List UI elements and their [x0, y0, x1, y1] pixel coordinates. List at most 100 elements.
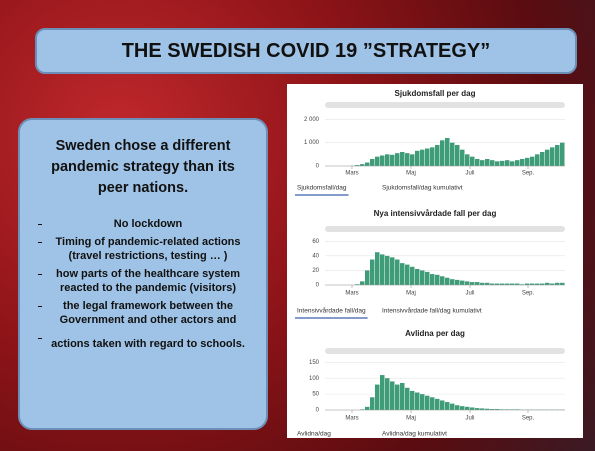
- bar: [450, 404, 455, 410]
- bar: [400, 152, 405, 166]
- bar: [415, 151, 420, 166]
- bar: [405, 388, 410, 410]
- bar: [375, 157, 380, 166]
- bar: [475, 159, 480, 166]
- bar: [470, 407, 475, 410]
- bar: [435, 275, 440, 285]
- bar: [465, 154, 470, 166]
- bar: [385, 256, 390, 285]
- bar: [390, 257, 395, 285]
- bar: [395, 260, 400, 286]
- bar: [545, 283, 550, 285]
- bar: [365, 270, 370, 285]
- bar: [380, 375, 385, 410]
- y-tick-label: 50: [312, 392, 319, 398]
- bar: [395, 385, 400, 410]
- bar: [370, 260, 375, 286]
- bar: [535, 154, 540, 166]
- tab[interactable]: Intensivvårdade fall/dag kumulativt: [382, 307, 482, 315]
- bar: [415, 393, 420, 410]
- x-tick-label: Sep.: [522, 171, 535, 177]
- bullet: actions taken with regard to schools.: [44, 331, 252, 357]
- y-tick-label: 150: [309, 360, 320, 366]
- bar: [430, 147, 435, 166]
- bar: [460, 150, 465, 166]
- bar: [515, 160, 520, 166]
- bar: [465, 407, 470, 410]
- bar: [520, 159, 525, 166]
- bar: [495, 161, 500, 166]
- chart-title: Sjukdomsfall per dag: [395, 89, 476, 98]
- bar: [405, 153, 410, 166]
- bar: [455, 405, 460, 410]
- bar: [410, 154, 415, 166]
- bar: [470, 157, 475, 166]
- bar: [460, 406, 465, 410]
- bar: [500, 161, 505, 166]
- bar: [485, 159, 490, 166]
- y-tick-label: 1 000: [304, 140, 320, 146]
- bar: [540, 152, 545, 166]
- bar: [415, 269, 420, 285]
- bar: [560, 283, 565, 285]
- bullet: how parts of the healthcare system react…: [44, 267, 252, 295]
- bar: [545, 150, 550, 166]
- bar: [385, 378, 390, 410]
- chart-title: Nya intensivvårdade fall per dag: [374, 209, 497, 218]
- bar: [390, 155, 395, 166]
- bar: [530, 157, 535, 166]
- bar: [420, 394, 425, 410]
- tab[interactable]: Sjukdomsfall/dag kumulativt: [382, 185, 463, 192]
- bar: [525, 158, 530, 166]
- range-slider: [325, 226, 565, 232]
- bar: [410, 391, 415, 410]
- bullet: the legal framework between the Governme…: [44, 299, 252, 327]
- x-tick-label: Juli: [465, 171, 474, 177]
- slide: THE SWEDISH COVID 19 ”STRATEGY” Sweden c…: [0, 0, 595, 451]
- bar: [380, 156, 385, 167]
- bar: [370, 159, 375, 166]
- bar: [400, 263, 405, 285]
- tab[interactable]: Avlidna/dag: [297, 431, 331, 438]
- y-tick-label: 2 000: [304, 117, 320, 123]
- x-tick-label: Sep.: [522, 291, 535, 297]
- bar: [380, 254, 385, 285]
- bar: [440, 140, 445, 166]
- bar: [430, 274, 435, 285]
- x-tick-label: Maj: [406, 171, 416, 177]
- bar: [365, 163, 370, 167]
- x-tick-label: Sep.: [522, 416, 535, 422]
- bar: [450, 143, 455, 166]
- bar: [555, 145, 560, 166]
- tab[interactable]: Avlidna/dag kumulativt: [382, 431, 447, 438]
- bar: [485, 283, 490, 285]
- bar: [360, 281, 365, 285]
- bar: [395, 153, 400, 166]
- tab[interactable]: Intensivvårdade fall/dag: [297, 307, 366, 315]
- bar: [550, 147, 555, 166]
- bar: [430, 397, 435, 410]
- x-tick-label: Mars: [345, 291, 358, 297]
- bar: [390, 381, 395, 410]
- bar: [385, 154, 390, 166]
- y-tick-label: 100: [309, 376, 320, 382]
- range-slider: [325, 348, 565, 354]
- bar: [420, 270, 425, 285]
- tab[interactable]: Sjukdomsfall/dag: [297, 185, 347, 192]
- y-tick-label: 40: [312, 253, 319, 259]
- bar: [440, 276, 445, 285]
- bar: [435, 399, 440, 410]
- bar: [475, 282, 480, 285]
- bar: [400, 383, 405, 410]
- bar: [435, 145, 440, 166]
- panel-background: [287, 84, 583, 438]
- x-tick-label: Maj: [406, 416, 416, 422]
- bar: [470, 282, 475, 285]
- bar: [465, 281, 470, 285]
- bar: [425, 396, 430, 410]
- bar: [455, 145, 460, 166]
- bar: [460, 281, 465, 285]
- bullet: No lockdown: [44, 217, 252, 231]
- bar: [480, 160, 485, 166]
